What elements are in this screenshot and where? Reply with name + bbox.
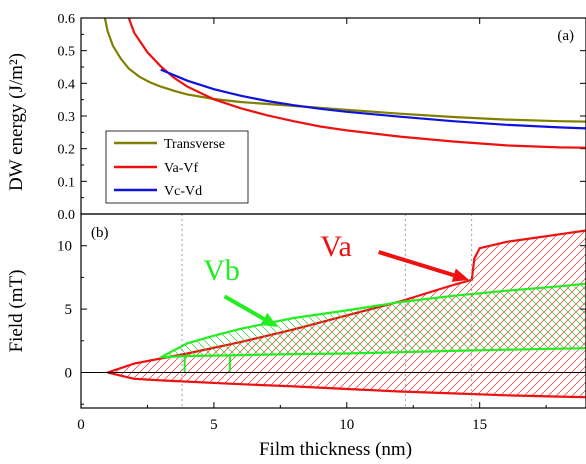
annotation-label-vb: Vb [203, 254, 240, 287]
annotation-arrow-head-vb [260, 312, 278, 327]
panel-a-ytick-label: 0.4 [58, 77, 76, 92]
legend: Transverse Va-Vf Vc-Vd [105, 130, 249, 204]
panel-b-y-axis-label: Field (mT) [6, 270, 27, 353]
panel-b-y-tick-labels: 0 5 10 [57, 239, 72, 382]
panel-b-dotted-guides [181, 214, 473, 408]
panel-b-annotations: Va Vb [203, 230, 470, 327]
panel-b-regions [81, 229, 586, 399]
panel-b-tick-marks [80, 245, 586, 408]
series-line-transverse [103, 18, 586, 123]
panel-a-ytick-label: 0.6 [58, 12, 76, 27]
x-tick-label: 10 [339, 417, 354, 433]
x-axis-label: Film thickness (nm) [259, 439, 412, 460]
panel-b-field-chart: 0 5 10 0 5 10 15 Va Vb (b) Field (mT) Film thi… [6, 213, 586, 460]
annotation-arrow-head-va [451, 268, 470, 282]
legend-label-transverse: Transverse [164, 137, 225, 152]
x-tick-labels: 0 5 10 15 [77, 417, 487, 433]
panel-a-ytick-label: 0.5 [58, 45, 76, 60]
legend-label-vc-vd: Vc-Vd [164, 184, 202, 199]
panel-a-energy-chart: 0.0 0.1 0.2 0.3 0.4 0.5 0.6 (a) DW energy (J/m… [6, 12, 586, 223]
panel-a-series [103, 18, 586, 149]
panel-b-frame [80, 213, 586, 409]
panel-a-ytick-label: 0.0 [58, 208, 76, 223]
panel-b-ytick-label: 10 [57, 239, 72, 255]
x-tick-label: 15 [472, 417, 487, 433]
panel-a-y-tick-labels: 0.0 0.1 0.2 0.3 0.4 0.5 0.6 [58, 12, 76, 223]
panel-a-ytick-label: 0.3 [58, 110, 76, 125]
panel-a-ytick-label: 0.1 [58, 175, 76, 190]
panel-a-label: (a) [557, 28, 574, 44]
region-upper-vb [160, 282, 586, 359]
annotation-label-va: Va [320, 230, 352, 263]
panel-a-ytick-label: 0.2 [58, 143, 76, 158]
legend-label-va-vf: Va-Vf [164, 161, 199, 176]
region-lower-vb [160, 347, 586, 359]
panel-b-label: (b) [91, 225, 109, 241]
panel-b-ytick-label: 5 [65, 302, 73, 318]
annotation-arrow-shaft-va [378, 250, 455, 278]
panel-a-y-axis-label: DW energy (J/m²) [6, 53, 27, 191]
region-fill-vb [160, 283, 586, 358]
region-lower-va [107, 371, 586, 399]
series-line-vc-vd [160, 68, 586, 130]
x-tick-label: 5 [210, 417, 218, 433]
annotation-arrow-shaft-vb [223, 294, 265, 321]
panel-b-ytick-label: 0 [65, 365, 73, 381]
x-tick-label: 0 [77, 417, 85, 433]
series-line-va-vf [127, 18, 586, 149]
